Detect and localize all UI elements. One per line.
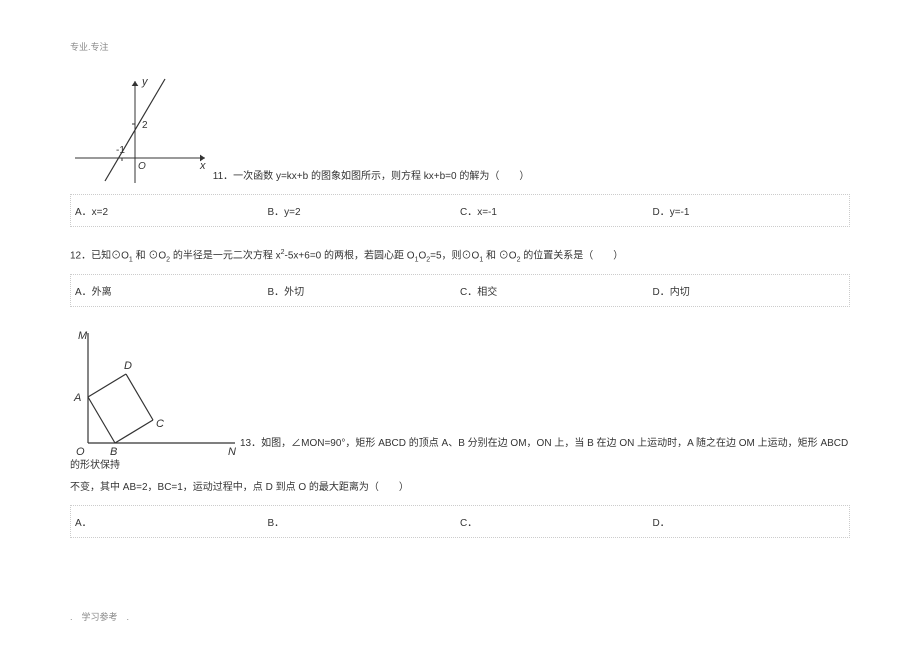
svg-text:A: A (73, 392, 81, 404)
svg-text:O: O (138, 161, 146, 172)
svg-text:B: B (110, 446, 117, 455)
q13-choice-a: A． (75, 514, 268, 529)
q12-part6: =5，则⊙O (430, 250, 479, 261)
q13-choice-b: B． (268, 514, 461, 529)
q11-choice-a: A．x=2 (75, 203, 268, 218)
svg-text:C: C (156, 418, 164, 430)
q12-text: 12．已知⊙O1 和 ⊙O2 的半径是一元二次方程 x2-5x+6=0 的两根，… (70, 245, 850, 268)
q13-choice-c: C． (460, 514, 653, 529)
page-header: 专业.专注 (70, 40, 850, 53)
svg-text:y: y (141, 76, 149, 88)
q11-diagram: y x O 2 -1 (70, 73, 210, 188)
q12-choice-d: D．内切 (653, 283, 846, 298)
svg-text:x: x (199, 160, 206, 172)
page-footer: . 学习参考 . (70, 610, 129, 623)
question-13: MNOABCD 13．如图，∠MON=90°，矩形 ABCD 的顶点 A、B 分… (70, 325, 850, 538)
q12-part7: 和 ⊙O (483, 250, 516, 261)
q13-text-line2: 不变，其中 AB=2，BC=1，运动过程中，点 D 到点 O 的最大距离为（ ） (70, 477, 850, 499)
svg-text:D: D (124, 360, 132, 372)
q11-choices: A．x=2 B．y=2 C．x=-1 D．y=-1 (70, 194, 850, 227)
q12-part4: -5x+6=0 的两根，若圆心距 O (285, 250, 415, 261)
q12-choices: A．外离 B．外切 C．相交 D．内切 (70, 274, 850, 307)
q13-choice-d: D． (653, 514, 846, 529)
q12-part2: 和 ⊙O (133, 250, 166, 261)
svg-text:O: O (76, 446, 85, 455)
svg-text:-1: -1 (116, 145, 125, 156)
q11-text: 11．一次函数 y=kx+b 的图象如图所示，则方程 kx+b=0 的解为（ ） (213, 171, 530, 182)
question-12: 12．已知⊙O1 和 ⊙O2 的半径是一元二次方程 x2-5x+6=0 的两根，… (70, 245, 850, 307)
q12-choice-c: C．相交 (460, 283, 653, 298)
q11-choice-d: D．y=-1 (653, 203, 846, 218)
q12-choice-b: B．外切 (268, 283, 461, 298)
svg-text:2: 2 (142, 120, 148, 131)
q12-choice-a: A．外离 (75, 283, 268, 298)
q12-part8: 的位置关系是（ ） (521, 250, 624, 261)
q11-choice-b: B．y=2 (268, 203, 461, 218)
svg-text:M: M (78, 330, 88, 342)
q12-part1: 12．已知⊙O (70, 250, 129, 261)
q13-diagram: M N O A B C D (70, 325, 240, 455)
svg-text:N: N (228, 446, 236, 455)
question-11: y x O 2 -1 11．一次函数 y=kx+b 的图象如图所示，则方程 kx+b=0… (70, 73, 850, 227)
q11-choice-c: C．x=-1 (460, 203, 653, 218)
q13-choices: A． B． C． D． (70, 505, 850, 538)
q12-part3: 的半径是一元二次方程 x (170, 250, 281, 261)
